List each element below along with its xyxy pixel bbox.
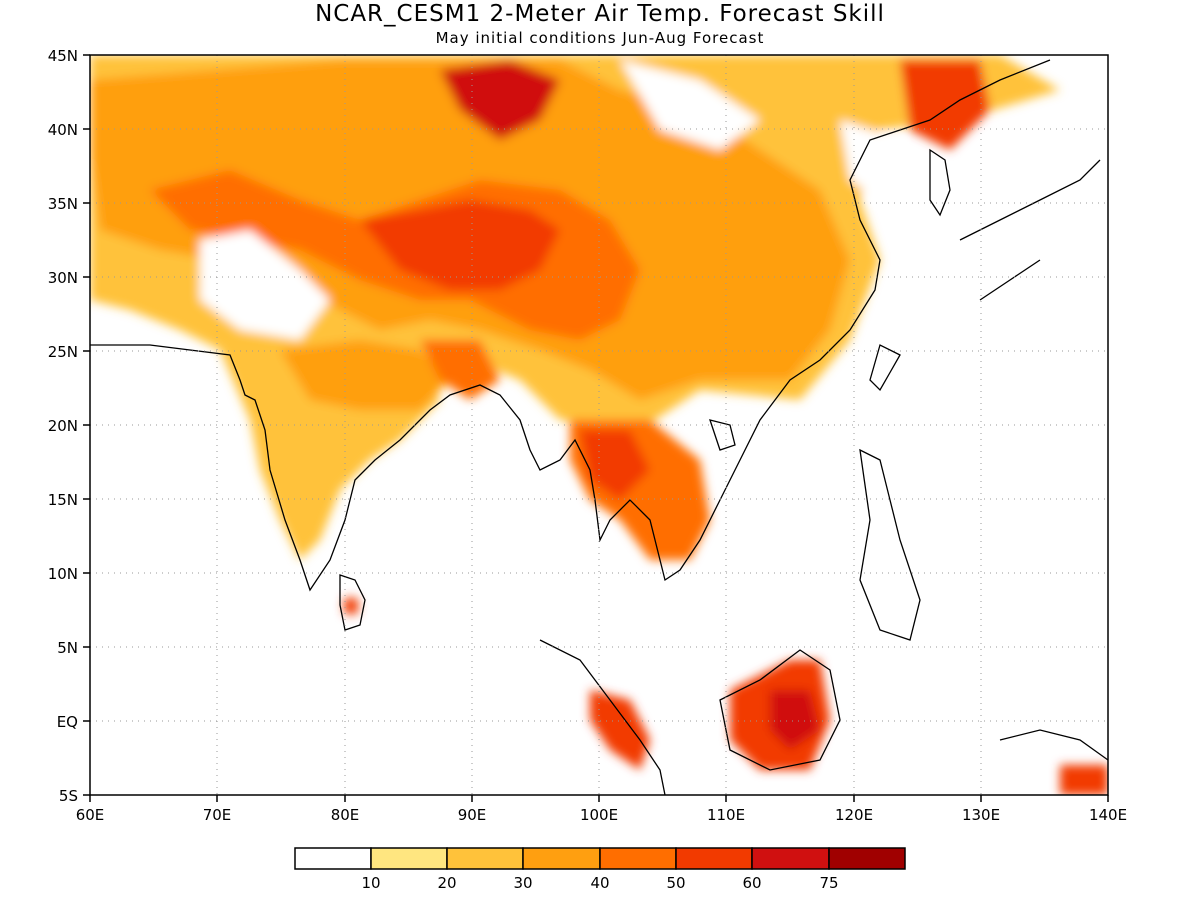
skill-field — [90, 55, 1108, 795]
skill-region — [840, 120, 900, 200]
map-subtitle: May initial conditions Jun-Aug Forecast — [435, 29, 765, 47]
axis-ticks — [83, 54, 1109, 802]
skill-region — [590, 690, 650, 770]
lon-label: 90E — [458, 806, 487, 824]
colorbar-box — [599, 847, 677, 870]
skill-region — [360, 200, 560, 290]
lon-label: 140E — [1089, 806, 1127, 824]
coastline — [90, 59, 1051, 592]
lon-label: 100E — [580, 806, 618, 824]
coastlines — [90, 59, 1108, 795]
colorbar-label: 40 — [590, 874, 609, 892]
lon-label: 80E — [331, 806, 360, 824]
lat-label: 35N — [48, 195, 78, 213]
colorbar-label: 60 — [742, 874, 761, 892]
lat-label: 5N — [57, 639, 78, 657]
skill-region — [900, 60, 990, 150]
lat-label: EQ — [57, 713, 78, 731]
coastline — [929, 148, 951, 217]
coastline — [339, 574, 366, 631]
lon-label: 120E — [835, 806, 873, 824]
skill-region — [200, 230, 330, 340]
lon-labels: 60E 70E 80E 90E 100E 110E 120E 130E 140E — [76, 806, 1127, 824]
colorbar-label: 20 — [437, 874, 456, 892]
coastline — [999, 729, 1108, 761]
colorbar-label: 50 — [666, 874, 685, 892]
lon-label: 60E — [76, 806, 105, 824]
lat-label: 5S — [59, 787, 78, 805]
colorbar: 10 20 30 40 50 60 75 — [294, 847, 906, 892]
colorbar-label: 75 — [819, 874, 838, 892]
colorbar-box — [294, 847, 372, 870]
skill-region — [344, 598, 358, 614]
skill-region — [620, 60, 760, 150]
coastline — [539, 639, 666, 795]
skill-region — [440, 60, 560, 140]
lat-label: 20N — [48, 417, 78, 435]
lat-label: 40N — [48, 121, 78, 139]
lat-label: 15N — [48, 491, 78, 509]
skill-region — [1060, 765, 1108, 795]
lon-label: 110E — [707, 806, 745, 824]
colorbar-box — [522, 847, 601, 870]
coastline — [719, 649, 841, 771]
lon-label: 130E — [962, 806, 1000, 824]
coastline — [859, 448, 921, 641]
lat-label: 25N — [48, 343, 78, 361]
lat-label: 10N — [48, 565, 78, 583]
skill-region — [580, 430, 650, 500]
lat-label: 30N — [48, 269, 78, 287]
colorbar-box — [370, 847, 448, 870]
skill-region — [770, 690, 820, 750]
colorbar-box — [828, 847, 906, 870]
coastline — [709, 419, 736, 451]
colorbar-label: 30 — [513, 874, 532, 892]
lon-label: 70E — [203, 806, 232, 824]
colorbar-box — [751, 847, 830, 870]
colorbar-box — [675, 847, 753, 870]
coastline — [869, 344, 901, 392]
colorbar-box — [446, 847, 524, 870]
lat-labels: 45N 40N 35N 30N 25N 20N 15N 10N 5N EQ 5S — [48, 47, 78, 805]
skill-region — [280, 340, 450, 410]
colorbar-label: 10 — [361, 874, 380, 892]
lat-label: 45N — [48, 47, 78, 65]
map-title: NCAR_CESM1 2-Meter Air Temp. Forecast Sk… — [315, 1, 885, 27]
coastline — [959, 159, 1101, 301]
